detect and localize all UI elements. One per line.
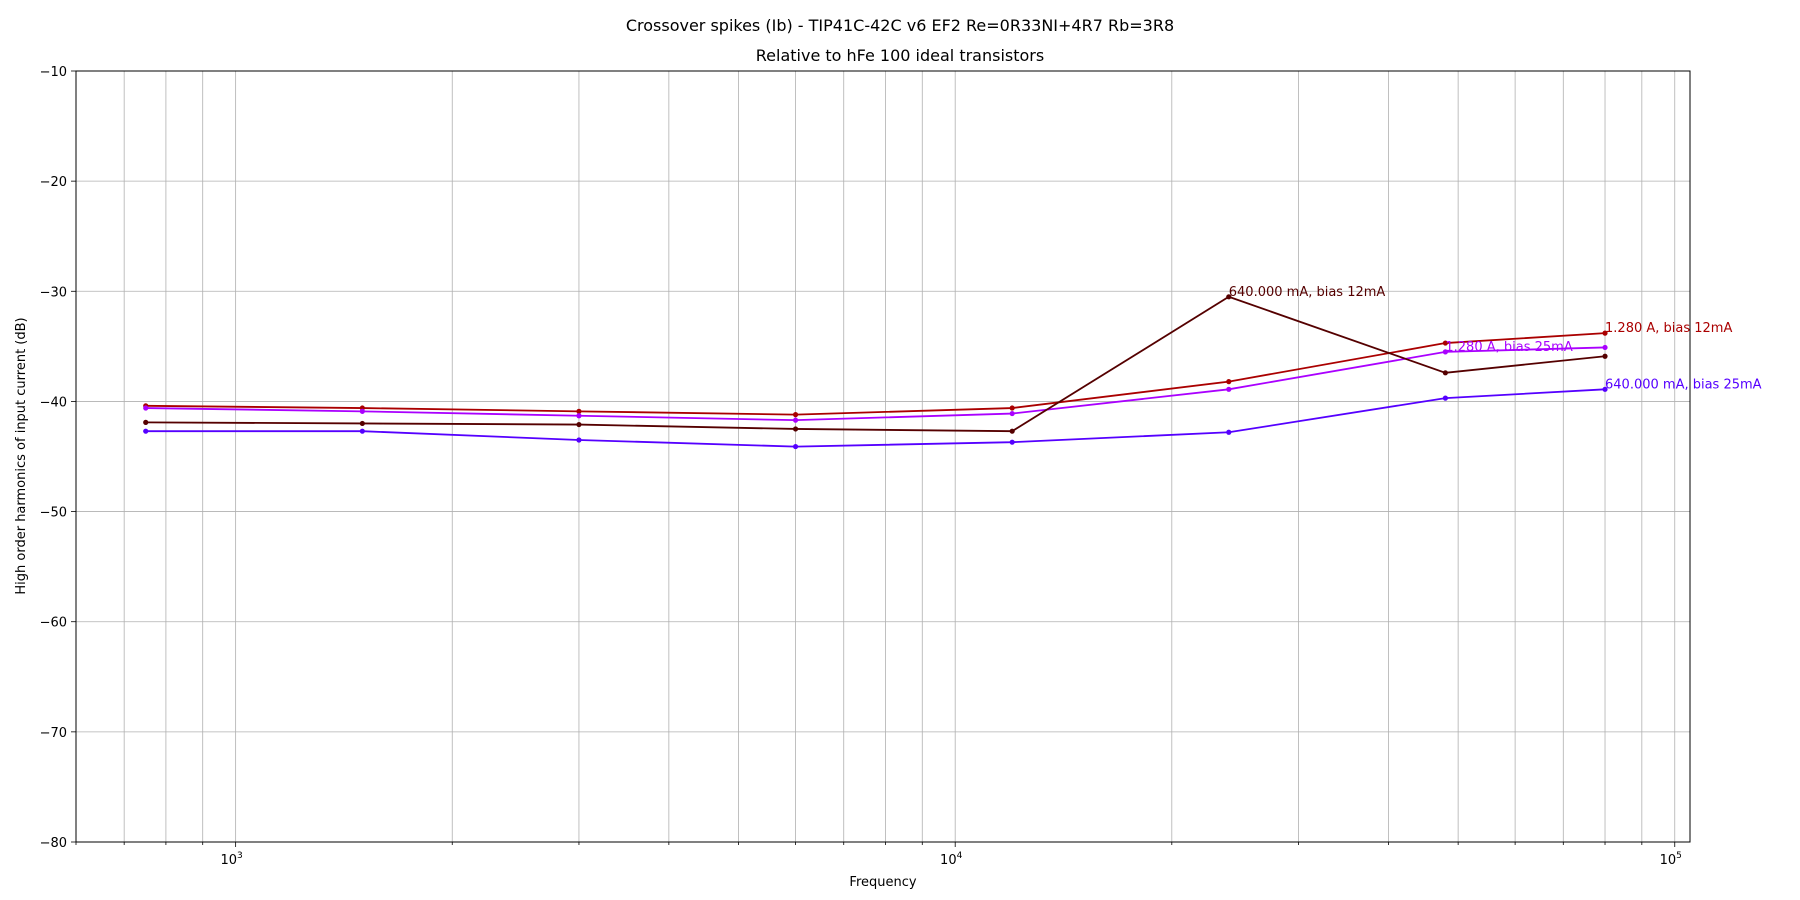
- series-line-4: [145, 388, 1606, 448]
- series-3-point: [576, 421, 582, 428]
- series-2-point: [1442, 349, 1448, 355]
- y-tick-label: −80: [40, 836, 67, 851]
- series-4-point: [143, 428, 149, 434]
- series-2-point: [1602, 344, 1608, 351]
- series-line-2: [145, 346, 1606, 422]
- y-tick-label: −30: [40, 285, 67, 300]
- plot-area-frame: [75, 70, 1691, 843]
- y-tick-label: −40: [40, 395, 67, 410]
- series-annotation: 640.000 mA, bias 12mA: [1229, 285, 1386, 300]
- series-1-point: [576, 408, 582, 414]
- series-4-point: [1226, 429, 1232, 435]
- series-3-point: [143, 419, 149, 425]
- series-4-point: [792, 443, 799, 450]
- y-tick-label: −70: [40, 726, 67, 741]
- x-tick-label: 103: [220, 851, 242, 868]
- series-line-1: [145, 332, 1606, 416]
- y-tick-label: −10: [40, 65, 67, 80]
- series-line-3: [145, 295, 1606, 433]
- series-4-point: [576, 437, 582, 443]
- series-3-point: [1226, 294, 1232, 300]
- series-4-point: [359, 428, 365, 434]
- series-annotation: 1.280 A, bias 12mA: [1605, 321, 1732, 336]
- series-2-point: [359, 408, 365, 414]
- series-4-point: [1602, 386, 1608, 392]
- x-axis-label: Frequency: [849, 875, 916, 890]
- series-3-point: [1602, 353, 1608, 359]
- series-2-point: [143, 405, 149, 411]
- series-3-point: [792, 426, 799, 432]
- series-1-point: [1009, 405, 1015, 411]
- y-tick-label: −20: [40, 175, 67, 190]
- chart-subtitle: Relative to hFe 100 ideal transistors: [756, 46, 1044, 65]
- series-annotation: 1.280 A, bias 25mA: [1445, 340, 1572, 355]
- series-4-point: [1009, 439, 1015, 445]
- annotations-group: 640.000 mA, bias 12mA 1.280 A, bias 12mA 1…: [1229, 285, 1762, 393]
- series-2-point: [1226, 386, 1232, 392]
- series-2-point: [1009, 410, 1015, 417]
- series-1-point: [1442, 340, 1448, 346]
- series-3-point: [1442, 370, 1448, 376]
- series-annotation: 640.000 mA, bias 25mA: [1605, 377, 1762, 392]
- series-1-point: [1602, 330, 1608, 336]
- grid: [75, 70, 1690, 843]
- y-axis-label: High order harmonics of input current (d…: [14, 317, 29, 594]
- chart-title: Crossover spikes (Ib) - TIP41C-42C v6 EF…: [626, 16, 1174, 35]
- y-tick-label: −50: [40, 506, 67, 521]
- series-1-point: [792, 412, 799, 418]
- x-tick-label: 105: [1660, 851, 1682, 868]
- series-4-point: [1442, 395, 1448, 401]
- series-1-point: [1226, 379, 1232, 385]
- axis-ticks: 103 104 105 −80 −70 −60 −50 −40 −30 −20 −10: [40, 65, 1682, 868]
- series-2-point: [792, 417, 799, 423]
- series-group: [143, 294, 1608, 450]
- x-tick-label: 104: [940, 851, 963, 868]
- series-2-point: [576, 413, 582, 419]
- series-3-point: [1009, 428, 1015, 434]
- series-3-point: [359, 420, 365, 427]
- y-tick-label: −60: [40, 616, 67, 631]
